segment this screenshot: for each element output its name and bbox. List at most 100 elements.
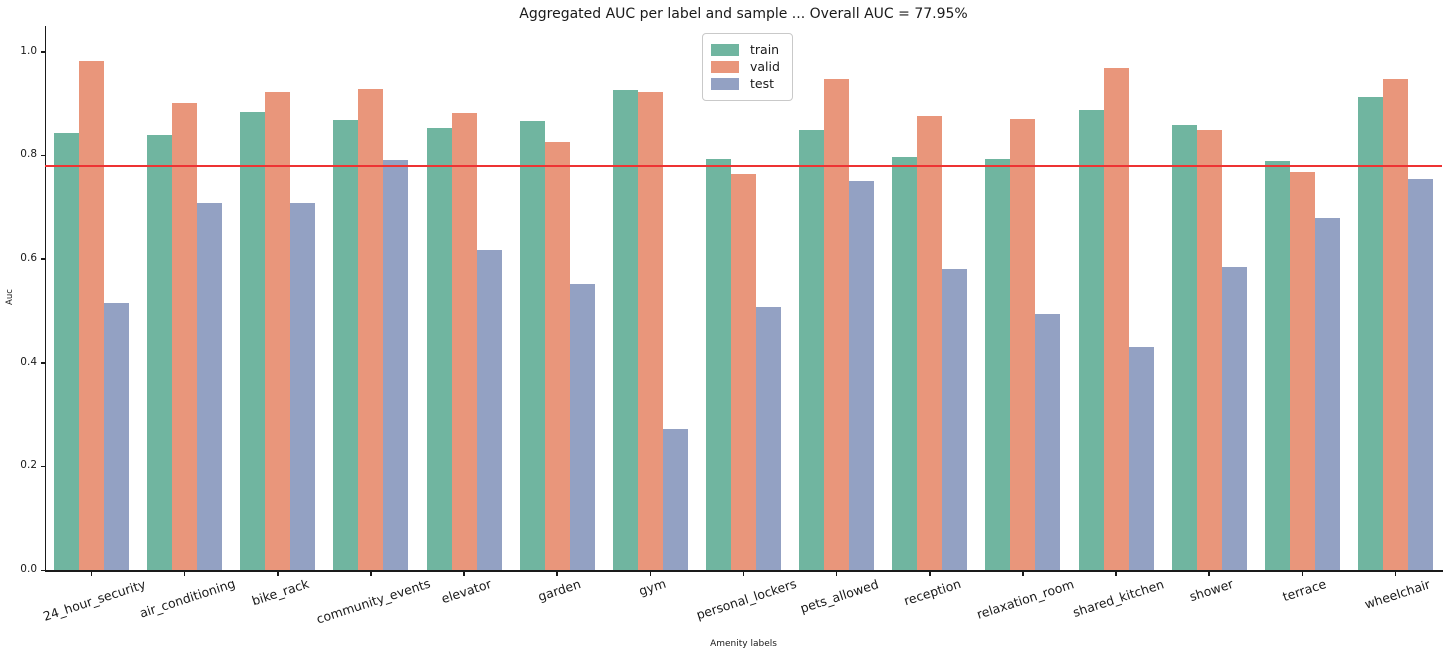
legend-swatch-train	[711, 44, 739, 56]
bar-valid-terrace	[1289, 171, 1315, 570]
bar-test-24_hour_security	[104, 303, 130, 570]
x-tick-label-shower: shower	[1187, 575, 1236, 605]
x-tick-label-garden: garden	[536, 575, 583, 604]
bar-test-shower	[1221, 266, 1247, 570]
bar-valid-gym	[637, 92, 663, 570]
bar-test-shared_kitchen	[1128, 347, 1154, 570]
x-tick-mark	[90, 572, 93, 576]
x-tick-label-shared_kitchen: shared_kitchen	[1070, 576, 1166, 620]
y-tick-mark	[41, 465, 45, 468]
x-tick-mark	[277, 572, 279, 576]
x-tick-mark	[1022, 572, 1024, 576]
x-tick-mark	[463, 572, 465, 576]
legend-label: test	[750, 76, 775, 91]
bar-train-garden	[519, 120, 545, 570]
x-tick-mark	[835, 572, 838, 576]
bar-train-reception	[892, 156, 918, 570]
x-tick-label-gym: gym	[637, 576, 669, 599]
bar-valid-24_hour_security	[79, 60, 105, 570]
bar-train-wheelchair	[1357, 96, 1383, 570]
bar-valid-reception	[917, 115, 943, 570]
bar-train-24_hour_security	[54, 133, 80, 570]
y-tick-label: 0.0	[20, 563, 37, 575]
bar-train-shower	[1171, 124, 1197, 570]
x-axis-label: Amenity labels	[710, 639, 777, 649]
bar-valid-elevator	[451, 112, 477, 570]
x-tick-label-community_events: community_events	[314, 576, 433, 628]
bar-test-community_events	[383, 160, 409, 570]
bar-test-garden	[569, 283, 595, 570]
y-tick-mark	[41, 51, 45, 53]
bar-test-personal_lockers	[756, 306, 781, 570]
x-tick-label-personal_lockers: personal_lockers	[693, 575, 798, 623]
y-tick-mark	[41, 258, 45, 260]
bar-valid-relaxation_room	[1010, 118, 1036, 570]
bar-valid-personal_lockers	[731, 174, 756, 570]
bar-train-shared_kitchen	[1078, 110, 1104, 570]
bar-test-bike_rack	[290, 203, 316, 570]
bar-train-community_events	[333, 119, 359, 570]
y-tick-label: 0.4	[20, 355, 37, 368]
bar-valid-air_conditioning	[172, 102, 198, 570]
x-tick-label-terrace: terrace	[1280, 576, 1329, 605]
x-tick-mark	[183, 572, 186, 576]
bar-valid-community_events	[358, 88, 384, 570]
legend-label: valid	[750, 59, 780, 74]
bar-train-elevator	[426, 127, 452, 570]
y-tick-label: 1.0	[20, 44, 37, 57]
x-tick-label-24_hour_security: 24_hour_security	[40, 576, 148, 624]
legend-swatch-valid	[711, 61, 739, 73]
legend-label: train	[750, 42, 780, 57]
bar-valid-shower	[1196, 130, 1222, 570]
bar-valid-pets_allowed	[824, 79, 850, 570]
bar-train-relaxation_room	[985, 159, 1011, 570]
x-tick-label-elevator: elevator	[439, 576, 494, 607]
bar-test-reception	[942, 269, 968, 570]
legend: train valid test	[702, 33, 793, 101]
legend-swatch-test	[711, 78, 739, 90]
x-tick-label-air_conditioning: air_conditioning	[137, 576, 237, 622]
bar-test-gym	[662, 428, 688, 570]
bar-valid-shared_kitchen	[1103, 68, 1129, 570]
x-tick-label-reception: reception	[901, 575, 963, 609]
x-tick-label-relaxation_room: relaxation_room	[974, 575, 1076, 622]
y-tick-label: 0.2	[20, 459, 37, 472]
x-tick-mark	[370, 572, 372, 576]
y-axis-label: Auc	[5, 289, 15, 305]
x-tick-mark	[649, 572, 652, 576]
x-tick-mark	[929, 572, 931, 576]
bar-test-pets_allowed	[849, 180, 875, 570]
x-tick-mark	[1208, 572, 1210, 576]
y-tick-label: 0.8	[20, 148, 37, 161]
y-tick-mark	[41, 154, 45, 157]
bar-test-relaxation_room	[1035, 314, 1061, 570]
bar-valid-garden	[544, 141, 570, 570]
bar-test-terrace	[1314, 218, 1340, 570]
bar-train-bike_rack	[240, 112, 266, 570]
bar-valid-bike_rack	[265, 91, 291, 570]
bar-train-gym	[612, 89, 638, 570]
x-tick-label-wheelchair: wheelchair	[1363, 575, 1433, 612]
x-tick-mark	[1301, 572, 1304, 576]
bar-train-terrace	[1264, 160, 1290, 570]
x-tick-mark	[742, 572, 745, 576]
bar-train-air_conditioning	[147, 135, 173, 570]
x-tick-mark	[556, 572, 558, 576]
y-tick-label: 0.6	[20, 251, 37, 264]
y-tick-mark	[41, 362, 45, 364]
bar-test-air_conditioning	[197, 203, 223, 570]
overall-auc-reference-line	[45, 164, 1442, 167]
legend-item-train: train	[711, 43, 780, 57]
chart-title: Aggregated AUC per label and sample ... …	[519, 6, 968, 22]
x-tick-label-pets_allowed: pets_allowed	[797, 575, 880, 616]
legend-item-test: test	[711, 77, 780, 91]
legend-item-valid: valid	[711, 60, 780, 74]
y-tick-mark	[41, 569, 45, 571]
bar-test-wheelchair	[1407, 179, 1433, 570]
bar-train-personal_lockers	[706, 159, 731, 570]
bar-test-elevator	[476, 250, 502, 570]
bar-train-pets_allowed	[799, 130, 825, 570]
x-tick-mark	[1115, 572, 1117, 576]
x-tick-mark	[1394, 572, 1397, 576]
